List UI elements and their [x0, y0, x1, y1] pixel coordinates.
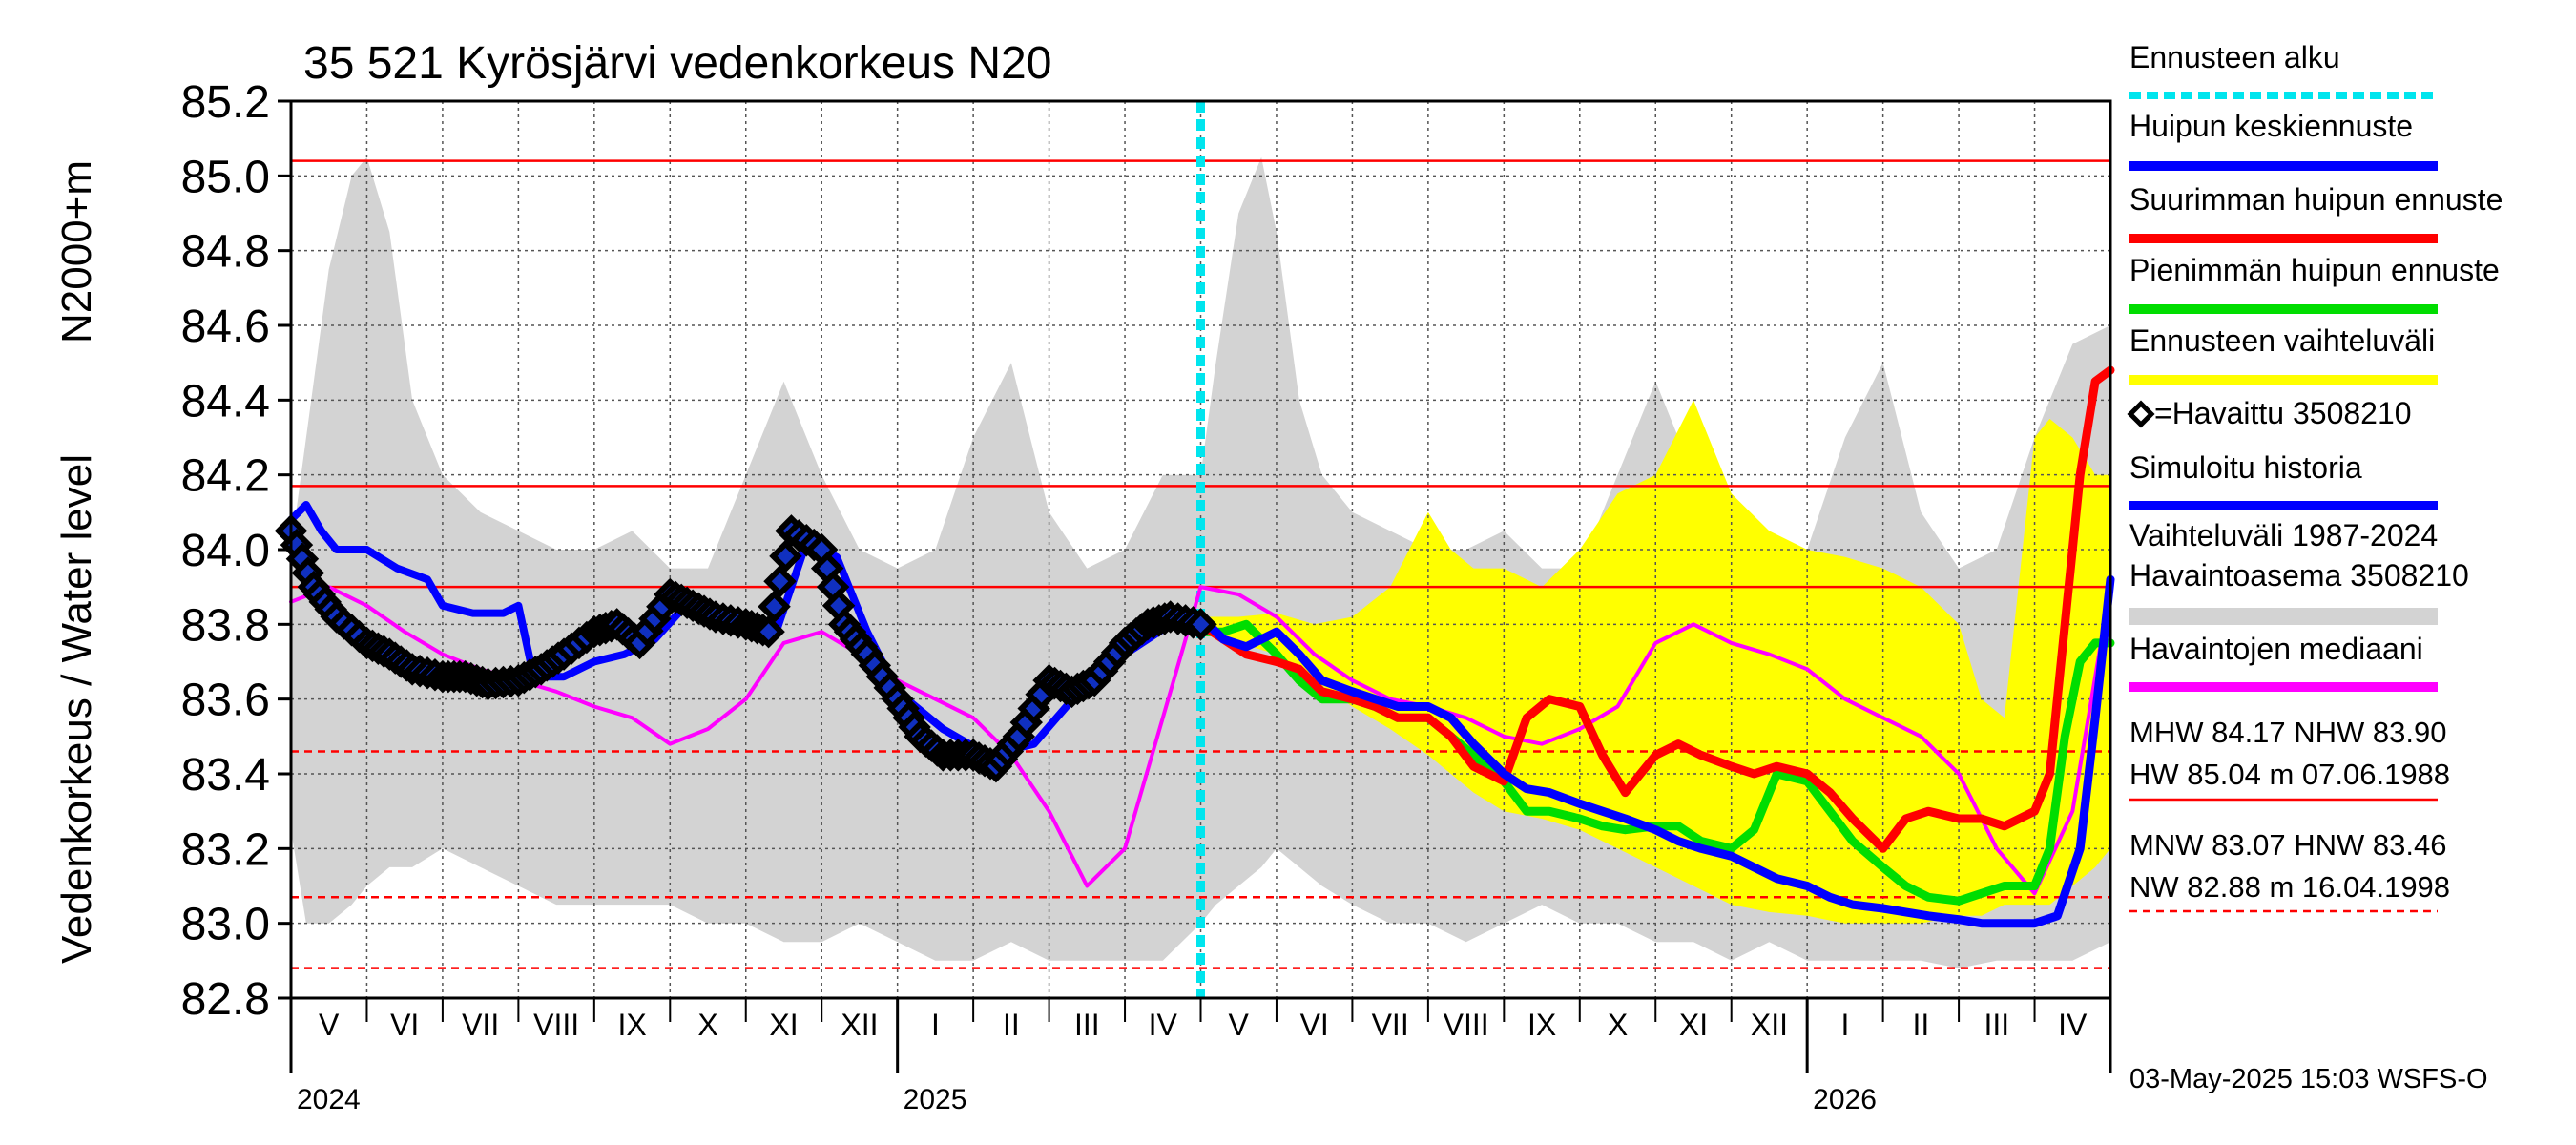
y-tick-label: 83.4	[181, 750, 270, 801]
stats-block: MNW 83.07 HNW 83.46 NW 82.88 m 16.04.1998	[2129, 828, 2450, 913]
legend-label: Havaintoasema 3508210	[2129, 558, 2469, 593]
month-tick-label: III	[1984, 1008, 2009, 1042]
chart-title: 35 521 Kyrösjärvi vedenkorkeus N20	[303, 38, 1051, 89]
y-tick-label: 83.6	[181, 676, 270, 726]
observed-point	[758, 590, 791, 623]
observed-series	[274, 514, 1217, 783]
legend-label: Ennusteen vaihteluväli	[2129, 323, 2435, 358]
legend-item: Ennusteen vaihteluväli	[2129, 323, 2438, 385]
legend-label: Havaintojen mediaani	[2129, 632, 2423, 666]
legend-diamond-icon	[2127, 400, 2155, 428]
year-label: 2026	[1813, 1084, 1877, 1115]
year-label: 2025	[904, 1084, 967, 1115]
month-tick-label: V	[319, 1008, 340, 1042]
month-tick-label: I	[1840, 1008, 1849, 1042]
stats-block: MHW 84.17 NHW 83.90 HW 85.04 m 07.06.1988	[2129, 716, 2450, 802]
month-tick-label: IX	[1527, 1008, 1556, 1042]
legend-item: =Havaittu 3508210	[2127, 396, 2412, 430]
month-tick-label: VII	[462, 1008, 499, 1042]
month-tick-label: III	[1074, 1008, 1100, 1042]
y-tick-label: 82.8	[181, 974, 270, 1025]
legend-label: Ennusteen alku	[2129, 40, 2340, 74]
legend-item: Pienimmän huipun ennuste	[2129, 253, 2500, 314]
legend-label: =Havaittu 3508210	[2154, 396, 2412, 430]
y-tick-label: 84.2	[181, 451, 270, 502]
y-tick-label: 85.2	[181, 77, 270, 128]
observed-point	[752, 614, 785, 649]
legend-label: Huipun keskiennuste	[2129, 109, 2413, 143]
legend-label: Simuloitu historia	[2129, 450, 2362, 485]
max-peak-forecast-line	[1196, 365, 2115, 853]
month-tick-label: IV	[1149, 1008, 1178, 1042]
footer-timestamp: 03-May-2025 15:03 WSFS-O	[2129, 1064, 2488, 1094]
axes-layer: V VI VII VIII IX X XI XII I II III IV V VI VII VIII IX X X…	[181, 77, 2112, 1115]
stats-line: MHW 84.17 NHW 83.90	[2129, 716, 2447, 749]
observed-point	[1184, 608, 1217, 641]
legend-item: Simuloitu historia	[2129, 450, 2438, 510]
series-layer	[274, 101, 2115, 998]
y-tick-label: 85.0	[181, 152, 270, 202]
y-tick-label: 84.8	[181, 227, 270, 278]
y-tick-label: 83.0	[181, 900, 270, 950]
legend-item: Vaihteluväli 1987-2024 Havaintoasema 350…	[2129, 518, 2469, 625]
month-tick-label: VIII	[1444, 1008, 1489, 1042]
month-tick-label: XII	[1751, 1008, 1788, 1042]
y-tick-label: 84.4	[181, 376, 270, 427]
y-tick-label: 83.8	[181, 600, 270, 651]
y-tick-label: 84.6	[181, 302, 270, 352]
legend-item: Huipun keskiennuste	[2129, 109, 2438, 171]
y-tick-label: 84.0	[181, 526, 270, 576]
mean-peak-forecast-line	[1196, 574, 2115, 928]
month-tick-label: VI	[1300, 1008, 1329, 1042]
month-tick-label: X	[1608, 1008, 1628, 1042]
stats-line: NW 82.88 m 16.04.1998	[2129, 870, 2450, 904]
month-tick-label: XII	[841, 1008, 878, 1042]
month-tick-label: XI	[1679, 1008, 1708, 1042]
y-axis-label: Vedenkorkeus / Water level	[53, 454, 100, 964]
month-tick-label: IV	[2058, 1008, 2088, 1042]
y-tick-label: 83.2	[181, 824, 270, 875]
legend-label: Vaihteluväli 1987-2024	[2129, 518, 2438, 552]
month-tick-label: X	[697, 1008, 717, 1042]
month-tick-label: I	[931, 1008, 940, 1042]
legend: Ennusteen alku Huipun keskiennuste Suurimm…	[2127, 40, 2503, 913]
legend-label: Pienimmän huipun ennuste	[2129, 253, 2500, 287]
month-tick-label: II	[1912, 1008, 1929, 1042]
month-tick-label: IX	[617, 1008, 646, 1042]
y-axis-unit-label: N2000+m	[53, 160, 100, 344]
observed-point	[769, 539, 802, 573]
observed-point	[763, 565, 797, 598]
month-tick-label: V	[1229, 1008, 1250, 1042]
month-tick-label: II	[1003, 1008, 1020, 1042]
legend-item: Ennusteen alku	[2129, 40, 2438, 99]
legend-item: Havaintojen mediaani	[2129, 632, 2438, 692]
legend-item: Suurimman huipun ennuste	[2129, 182, 2503, 243]
month-tick-label: XI	[769, 1008, 798, 1042]
month-tick-label: VIII	[533, 1008, 579, 1042]
legend-label: Suurimman huipun ennuste	[2129, 182, 2503, 217]
year-label: 2024	[297, 1084, 361, 1115]
observed-median-line	[289, 585, 2112, 896]
stats-line: HW 85.04 m 07.06.1988	[2129, 758, 2450, 791]
month-tick-label: VI	[390, 1008, 419, 1042]
month-tick-label: VII	[1372, 1008, 1409, 1042]
stats-line: MNW 83.07 HNW 83.46	[2129, 828, 2447, 862]
